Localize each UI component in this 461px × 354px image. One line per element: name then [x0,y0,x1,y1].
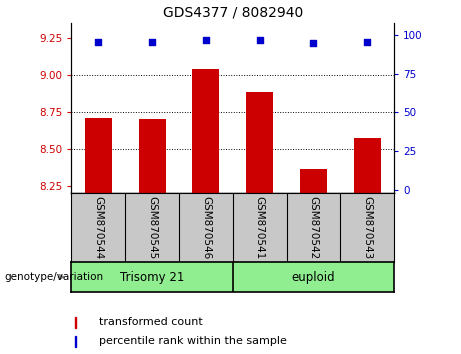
Text: genotype/variation: genotype/variation [5,272,104,282]
Point [310,40,317,46]
Point [202,37,210,43]
Text: euploid: euploid [292,270,335,284]
Bar [75,317,76,328]
Point [148,39,156,44]
Text: GSM870545: GSM870545 [147,196,157,259]
Text: percentile rank within the sample: percentile rank within the sample [99,336,287,346]
Title: GDS4377 / 8082940: GDS4377 / 8082940 [163,5,303,19]
Bar [354,138,381,193]
Point [256,37,263,43]
Text: GSM870544: GSM870544 [93,196,103,259]
Bar [246,92,273,193]
Text: GSM870543: GSM870543 [362,196,372,259]
Bar [193,69,219,193]
Point [95,39,102,44]
Point [364,39,371,44]
Text: GSM870546: GSM870546 [201,196,211,259]
Bar [139,119,165,193]
Text: Trisomy 21: Trisomy 21 [120,270,184,284]
Bar [300,169,327,193]
Text: GSM870541: GSM870541 [254,196,265,259]
Bar [75,336,76,347]
Bar [85,118,112,193]
Text: transformed count: transformed count [99,318,203,327]
Text: GSM870542: GSM870542 [308,196,319,259]
